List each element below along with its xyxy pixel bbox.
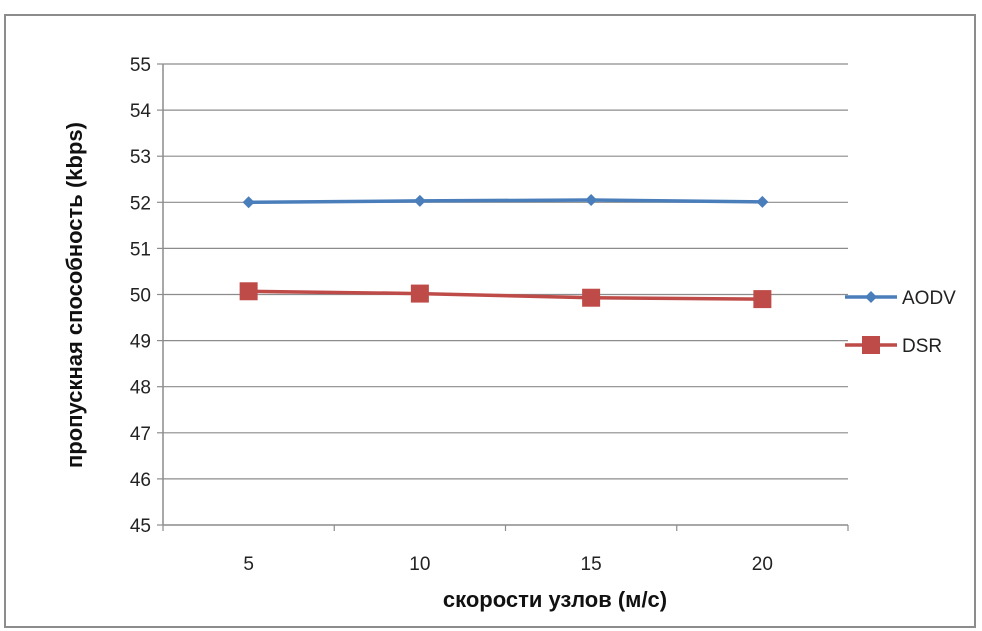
data-point-dsr: [753, 290, 772, 309]
x-tick-labels: 5 10 15 20: [243, 554, 773, 575]
data-point-dsr: [582, 288, 601, 307]
y-tick-label: 45: [130, 516, 151, 537]
y-tick-label: 53: [130, 147, 151, 168]
axes: [162, 64, 848, 526]
series-line-aodv: [248, 198, 763, 205]
y-tick-label: 47: [130, 424, 151, 445]
data-point-aodv: [756, 195, 769, 208]
series-aodv: [242, 193, 769, 209]
legend-item-aodv: AODV: [845, 288, 956, 309]
legend-marker-aodv: [865, 291, 877, 303]
x-tick-label: 15: [581, 554, 602, 575]
y-tick-label: 48: [130, 378, 151, 399]
series-line-dsr: [248, 289, 763, 301]
x-tick-label: 5: [243, 554, 254, 575]
series-dsr: [239, 282, 772, 309]
y-tick-label: 52: [130, 193, 151, 214]
data-point-dsr: [410, 284, 429, 303]
data-point-aodv: [585, 193, 598, 206]
y-tick-label: 49: [130, 332, 151, 353]
series-group: [239, 193, 772, 309]
y-tick-label: 55: [130, 55, 151, 76]
legend-label-aodv: AODV: [902, 288, 956, 309]
x-tick-label: 20: [752, 554, 773, 575]
y-tick-label: 54: [130, 101, 152, 122]
legend: AODV DSR: [845, 288, 956, 357]
y-tick-labels: 45 46 47 48 49 50 51 52 53 54 55: [130, 55, 152, 537]
x-axis-title: скорости узлов (м/с): [443, 587, 667, 612]
data-point-dsr: [239, 282, 258, 301]
data-point-aodv: [413, 194, 426, 207]
y-axis-title: пропускная способность (kbps): [62, 122, 87, 468]
y-tick-label: 46: [130, 470, 151, 491]
y-tick-label: 51: [130, 239, 151, 260]
data-point-aodv: [242, 196, 255, 209]
x-tick-label: 10: [409, 554, 430, 575]
legend-marker-dsr: [862, 336, 880, 354]
y-tick-label: 50: [130, 286, 151, 307]
legend-label-dsr: DSR: [902, 336, 942, 357]
legend-item-dsr: DSR: [845, 336, 942, 357]
